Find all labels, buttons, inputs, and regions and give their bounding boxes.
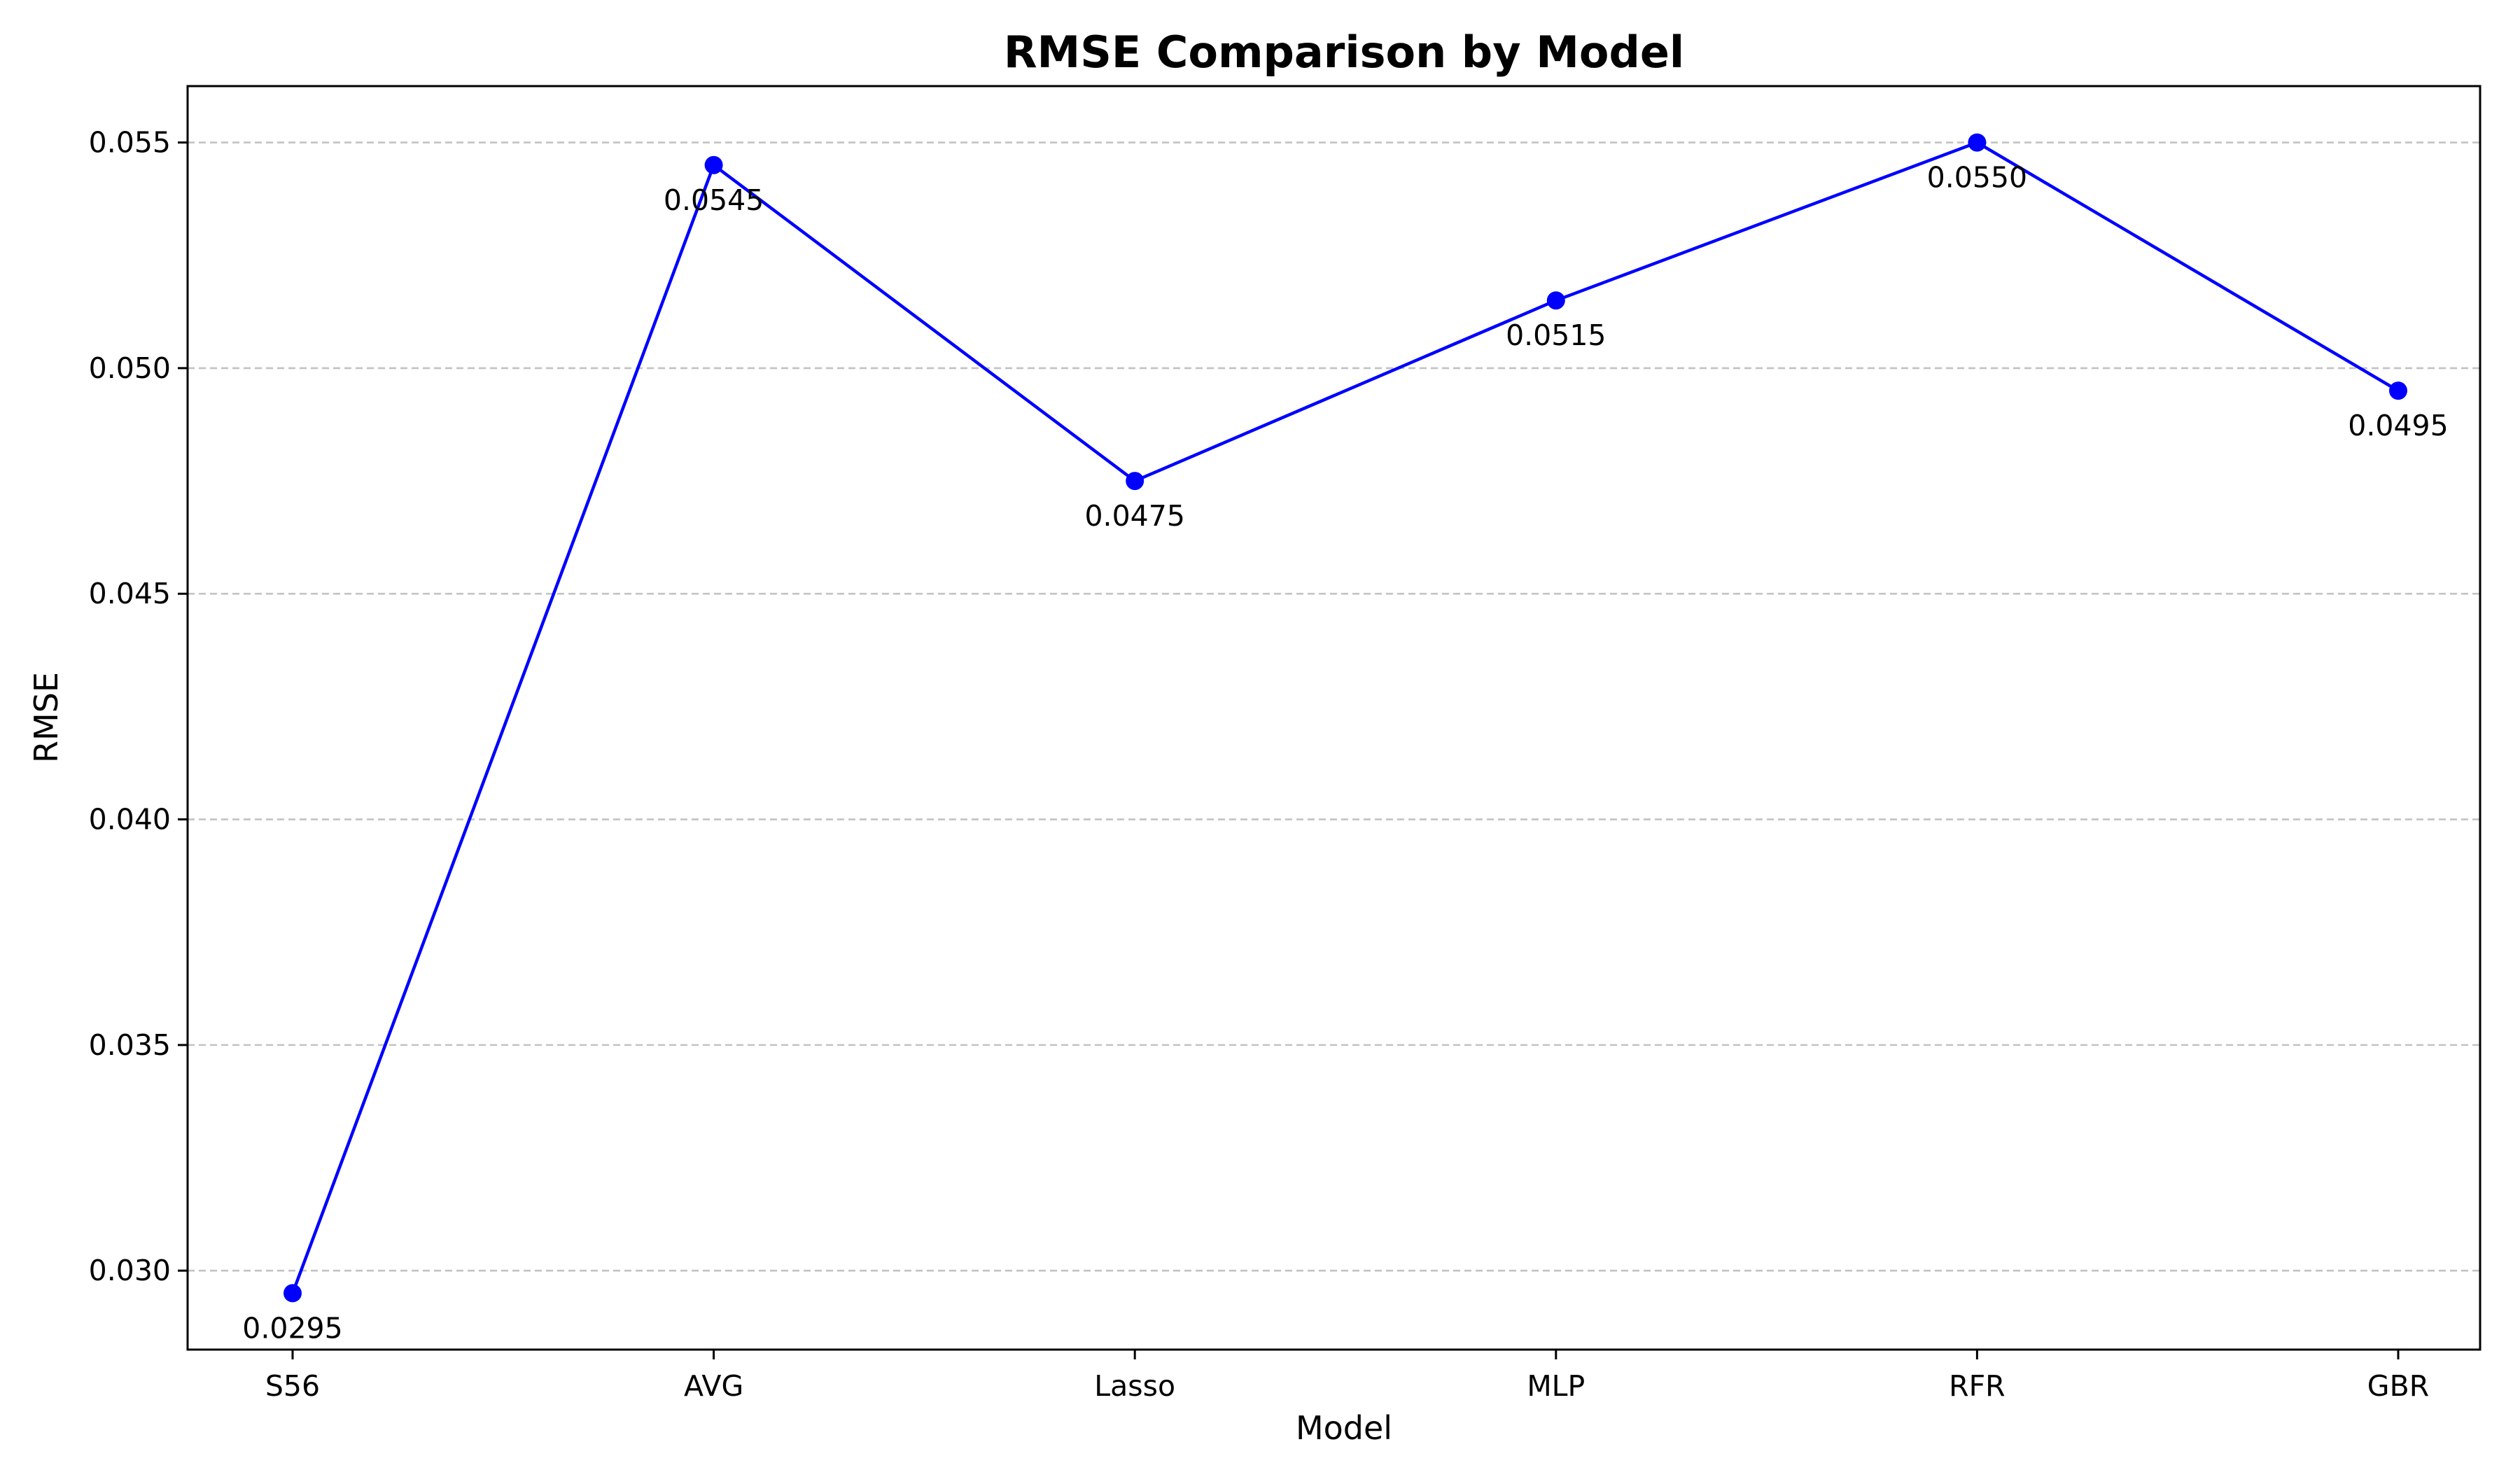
y-tick-label: 0.045 <box>89 577 171 610</box>
y-tick-label: 0.030 <box>89 1254 171 1287</box>
x-tick-label-avg: AVG <box>684 1369 743 1403</box>
y-tick-label: 0.055 <box>89 126 171 160</box>
data-point-gbr <box>2389 382 2407 400</box>
x-tick-label-lasso: Lasso <box>1094 1369 1175 1403</box>
y-tick-label: 0.040 <box>89 803 171 836</box>
data-label-lasso: 0.0475 <box>1084 499 1184 533</box>
chart-title: RMSE Comparison by Model <box>1004 27 1684 78</box>
data-point-s56 <box>284 1284 302 1303</box>
y-tick-label: 0.050 <box>89 351 171 385</box>
x-axis-label: Model <box>1296 1409 1392 1447</box>
y-axis-ticks: 0.030 0.035 0.040 0.045 0.050 0.055 <box>89 126 188 1287</box>
y-tick-label: 0.035 <box>89 1028 171 1062</box>
data-point-lasso <box>1126 472 1144 491</box>
x-tick-label-rfr: RFR <box>1949 1369 2005 1403</box>
y-axis-label: RMSE <box>27 672 65 763</box>
plot-frame <box>186 85 2482 1351</box>
data-label-rfr: 0.0550 <box>1927 161 2027 195</box>
x-tick-label-s56: S56 <box>265 1369 320 1403</box>
series-line <box>290 141 2400 1294</box>
x-tick-label-gbr: GBR <box>2367 1369 2429 1403</box>
data-point-avg <box>704 155 723 174</box>
data-labels: 0.0295 0.0545 0.0475 0.0515 0.0550 0.0495 <box>242 161 2448 1345</box>
data-label-avg: 0.0545 <box>664 183 764 217</box>
grid-lines <box>188 141 2480 1272</box>
series-rmse <box>284 133 2407 1303</box>
data-point-rfr <box>1968 133 1987 152</box>
x-axis-ticks: S56 AVG Lasso MLP RFR GBR <box>265 1350 2429 1403</box>
data-label-gbr: 0.0495 <box>2348 409 2448 442</box>
data-point-mlp <box>1546 291 1565 310</box>
data-label-s56: 0.0295 <box>242 1311 342 1345</box>
data-label-mlp: 0.0515 <box>1506 318 1606 352</box>
x-tick-label-mlp: MLP <box>1527 1369 1585 1403</box>
